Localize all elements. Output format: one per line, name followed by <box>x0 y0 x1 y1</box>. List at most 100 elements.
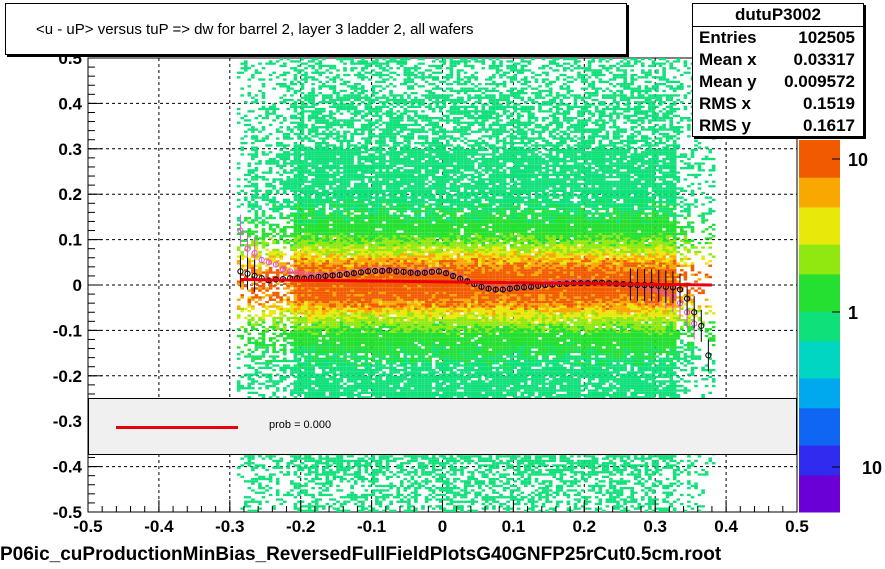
heatmap-cell <box>240 221 244 223</box>
heatmap-cell <box>311 235 315 237</box>
heatmap-cell <box>290 178 294 180</box>
heatmap-cell <box>354 110 358 112</box>
heatmap-cell <box>315 360 319 362</box>
heatmap-cell <box>347 97 351 99</box>
heatmap-cell <box>315 376 319 378</box>
heatmap-cell <box>304 251 308 253</box>
heatmap-cell <box>354 317 358 319</box>
heatmap-cell <box>322 192 326 194</box>
heatmap-cell <box>329 319 333 321</box>
heatmap-cell <box>340 83 344 85</box>
heatmap-cell <box>379 458 383 460</box>
heatmap-cell <box>308 371 312 373</box>
heatmap-cell <box>361 242 365 244</box>
heatmap-cell <box>269 228 273 230</box>
heatmap-cell <box>343 174 347 176</box>
heatmap-cell <box>354 328 358 330</box>
heatmap-cell <box>347 174 351 176</box>
heatmap-cell <box>329 494 333 496</box>
heatmap-cell <box>301 237 305 239</box>
heatmap-cell <box>262 240 266 242</box>
heatmap-cell <box>290 149 294 151</box>
heatmap-cell <box>311 374 315 376</box>
heatmap-cell <box>311 251 315 253</box>
heatmap-cell <box>336 358 340 360</box>
heatmap-cell <box>333 333 337 335</box>
heatmap-cell <box>311 367 315 369</box>
heatmap-cell <box>244 219 248 221</box>
heatmap-cell <box>361 97 365 99</box>
heatmap-cell <box>304 206 308 208</box>
heatmap-cell <box>294 319 298 321</box>
heatmap-cell <box>357 210 361 212</box>
heatmap-cell <box>294 190 298 192</box>
heatmap-cell <box>251 510 255 512</box>
heatmap-cell <box>365 103 369 105</box>
heatmap-cell <box>361 312 365 314</box>
heatmap-cell <box>350 371 354 373</box>
heatmap-cell <box>322 206 326 208</box>
heatmap-cell <box>318 374 322 376</box>
heatmap-cell <box>365 244 369 246</box>
heatmap-cell <box>297 158 301 160</box>
heatmap-cell <box>301 333 305 335</box>
heatmap-cell <box>294 389 298 391</box>
heatmap-cell <box>333 460 337 462</box>
heatmap-cell <box>294 78 298 80</box>
heatmap-cell <box>375 246 379 248</box>
heatmap-cell <box>326 174 330 176</box>
heatmap-cell <box>297 187 301 189</box>
heatmap-cell <box>258 394 262 396</box>
heatmap-cell <box>336 315 340 317</box>
heatmap-cell <box>315 287 319 289</box>
heatmap-cell <box>347 360 351 362</box>
heatmap-cell <box>322 389 326 391</box>
heatmap-cell <box>255 94 259 96</box>
heatmap-cell <box>262 194 266 196</box>
heatmap-cell <box>240 72 244 74</box>
heatmap-cell <box>251 455 255 457</box>
heatmap-cell <box>318 458 322 460</box>
heatmap-cell <box>287 183 291 185</box>
heatmap-cell <box>333 256 337 258</box>
heatmap-cell <box>304 162 308 164</box>
heatmap-cell <box>301 469 305 471</box>
heatmap-cell <box>294 76 298 78</box>
heatmap-cell <box>340 303 344 305</box>
heatmap-cell <box>375 473 379 475</box>
heatmap-cell <box>333 124 337 126</box>
heatmap-cell <box>311 115 315 117</box>
heatmap-cell <box>326 231 330 233</box>
heatmap-cell <box>343 108 347 110</box>
heatmap-cell <box>304 169 308 171</box>
heatmap-cell <box>248 305 252 307</box>
heatmap-cell <box>326 312 330 314</box>
heatmap-cell <box>311 228 315 230</box>
heatmap-cell <box>248 185 252 187</box>
heatmap-cell <box>336 464 340 466</box>
heatmap-cell <box>361 144 365 146</box>
heatmap-cell <box>251 206 255 208</box>
heatmap-cell <box>308 201 312 203</box>
heatmap-cell <box>297 117 301 119</box>
heatmap-cell <box>329 267 333 269</box>
heatmap-cell <box>343 240 347 242</box>
heatmap-cell <box>368 292 372 294</box>
heatmap-cell <box>361 124 365 126</box>
heatmap-cell <box>347 226 351 228</box>
heatmap-cell <box>368 367 372 369</box>
heatmap-cell <box>318 310 322 312</box>
heatmap-cell <box>340 360 344 362</box>
heatmap-cell <box>368 242 372 244</box>
heatmap-cell <box>365 478 369 480</box>
heatmap-cell <box>375 371 379 373</box>
heatmap-cell <box>318 358 322 360</box>
heatmap-cell <box>287 144 291 146</box>
heatmap-cell <box>301 219 305 221</box>
heatmap-cell <box>311 369 315 371</box>
heatmap-cell <box>333 476 337 478</box>
heatmap-cell <box>329 251 333 253</box>
heatmap-cell <box>340 140 344 142</box>
heatmap-cell <box>347 176 351 178</box>
heatmap-cell <box>350 240 354 242</box>
